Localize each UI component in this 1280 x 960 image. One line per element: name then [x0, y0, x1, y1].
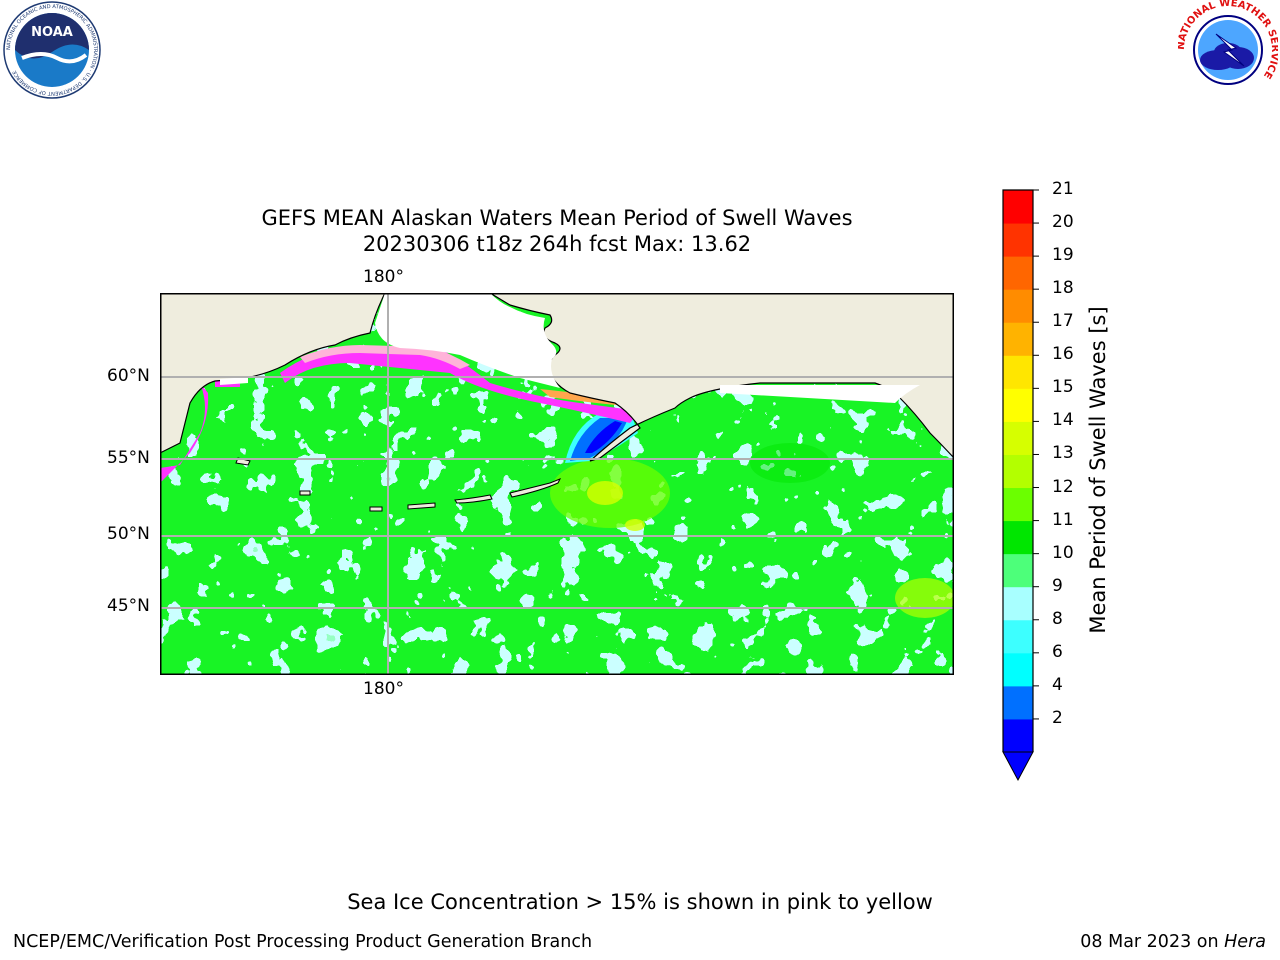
footer-date-text: 08 Mar 2023 on	[1080, 932, 1225, 952]
lon-label-top: 180°	[363, 267, 404, 287]
colorbar-tick-label: 19	[1052, 245, 1074, 266]
chart-title-line2: 20230306 t18z 264h fcst Max: 13.62	[362, 232, 752, 256]
colorbar-tick-label: 20	[1052, 212, 1074, 233]
colorbar-swatch	[1003, 652, 1033, 687]
lat-label-60: 60°N	[107, 366, 150, 386]
colorbar-swatch	[1003, 421, 1033, 455]
lat-label-50: 50°N	[107, 524, 150, 544]
lat-label-55: 55°N	[107, 448, 150, 468]
colorbar-extend-arrow	[1002, 751, 1034, 782]
colorbar-tick-label: 15	[1052, 377, 1074, 398]
noaa-logo: NOAA NATIONAL OCEANIC AND ATMOSPHERIC AD…	[2, 0, 102, 100]
colorbar-swatch	[1003, 190, 1033, 224]
colorbar-tick-label: 21	[1052, 179, 1074, 199]
map-gridlines	[160, 293, 954, 675]
colorbar-swatch	[1003, 487, 1033, 522]
lon-label-bottom: 180°	[363, 679, 404, 699]
noaa-logo-text: NOAA	[31, 25, 73, 40]
colorbar-swatch	[1003, 289, 1033, 323]
colorbar-tick-label: 9	[1052, 575, 1063, 596]
colorbar-swatch	[1003, 223, 1033, 257]
aleutian-islands	[235, 457, 562, 512]
map-panel	[160, 293, 954, 675]
colorbar-tick-label: 13	[1052, 443, 1074, 464]
colorbar-swatch	[1003, 256, 1033, 290]
nws-logo: NATIONAL WEATHER SERVICE	[1176, 0, 1280, 100]
colorbar-tick-label: 8	[1052, 608, 1063, 629]
colorbar-tick-label: 14	[1052, 410, 1074, 431]
colorbar-swatch	[1003, 355, 1033, 389]
colorbar-swatch	[1003, 586, 1033, 621]
colorbar-swatch	[1003, 322, 1033, 356]
footer-date: 08 Mar 2023 on Hera	[1080, 932, 1266, 952]
colorbar-swatch	[1003, 520, 1033, 555]
colorbar-swatch	[1003, 718, 1033, 753]
colorbar	[990, 180, 1060, 790]
sea-ice-note: Sea Ice Concentration > 15% is shown in …	[347, 890, 933, 914]
colorbar-swatch	[1003, 619, 1033, 654]
colorbar-tick-label: 16	[1052, 344, 1074, 365]
colorbar-label: Mean Period of Swell Waves [s]	[1086, 306, 1110, 634]
colorbar-tick-label: 6	[1052, 641, 1063, 662]
colorbar-tick-labels: 21 20 19 18 17 16 15 14 13 12 11 10 9 8 6 4 2	[1052, 179, 1092, 780]
colorbar-tick-label: 10	[1052, 542, 1074, 563]
colorbar-tick-label: 4	[1052, 674, 1063, 695]
colorbar-tick-label: 17	[1052, 311, 1074, 332]
chart-title-line1: GEFS MEAN Alaskan Waters Mean Period of …	[261, 206, 853, 230]
colorbar-swatch	[1003, 553, 1033, 588]
colorbar-tick-label: 12	[1052, 476, 1074, 497]
colorbar-swatch	[1003, 454, 1033, 489]
lat-label-45: 45°N	[107, 596, 150, 616]
colorbar-swatch	[1003, 388, 1033, 422]
colorbar-tick-label: 2	[1052, 707, 1063, 728]
colorbar-tick-label: 11	[1052, 509, 1074, 530]
colorbar-swatch	[1003, 685, 1033, 720]
footer-host: Hera	[1224, 932, 1266, 952]
colorbar-tick-label: 18	[1052, 278, 1074, 299]
footer-branch: NCEP/EMC/Verification Post Processing Pr…	[13, 932, 593, 952]
